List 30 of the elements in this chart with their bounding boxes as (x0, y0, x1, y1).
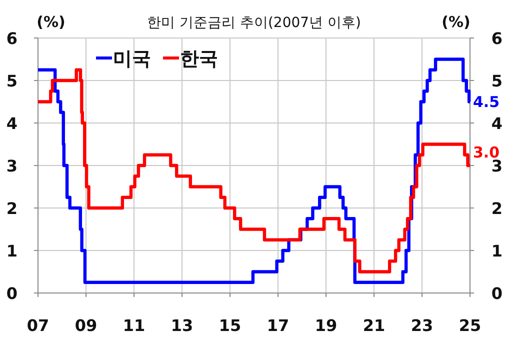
x-tick-label: 09 (74, 316, 98, 335)
x-tick-label: 23 (410, 316, 434, 335)
y-tick-label: 5 (6, 72, 18, 90)
y2-tick-label: 3 (491, 156, 503, 176)
y-axis-title: (%) (36, 13, 66, 31)
y-tick-label: 6 (6, 29, 18, 48)
x-tick-label: 25 (458, 316, 482, 335)
x-tick-label: 21 (362, 316, 386, 335)
y-tick-label: 2 (6, 199, 18, 218)
y2-axis-title: (%) (442, 13, 470, 31)
y2-tick-label: 5 (491, 72, 503, 90)
x-tick-label: 11 (122, 316, 146, 335)
y-tick-label: 3 (6, 156, 18, 176)
y2-tick-label: 2 (491, 199, 503, 218)
y2-tick-label: 1 (491, 242, 503, 260)
annotation: 4.5 (473, 92, 500, 111)
y2-tick-label: 0 (491, 284, 503, 303)
y-tick-label: 4 (6, 114, 18, 133)
x-tick-label: 07 (26, 316, 50, 335)
x-tick-label: 19 (314, 316, 338, 335)
x-tick-label: 15 (218, 316, 242, 335)
x-tick-label: 17 (266, 316, 290, 335)
legend-label: 미국 (113, 48, 151, 70)
chart-title: 한미 기준금리 추이(2007년 이후) (147, 15, 361, 31)
y2-tick-label: 4 (491, 114, 503, 133)
legend-label: 한국 (180, 48, 218, 70)
x-tick-label: 13 (170, 316, 194, 335)
y-tick-label: 1 (6, 242, 18, 260)
y2-tick-label: 6 (491, 29, 503, 48)
y-tick-label: 0 (6, 284, 18, 303)
